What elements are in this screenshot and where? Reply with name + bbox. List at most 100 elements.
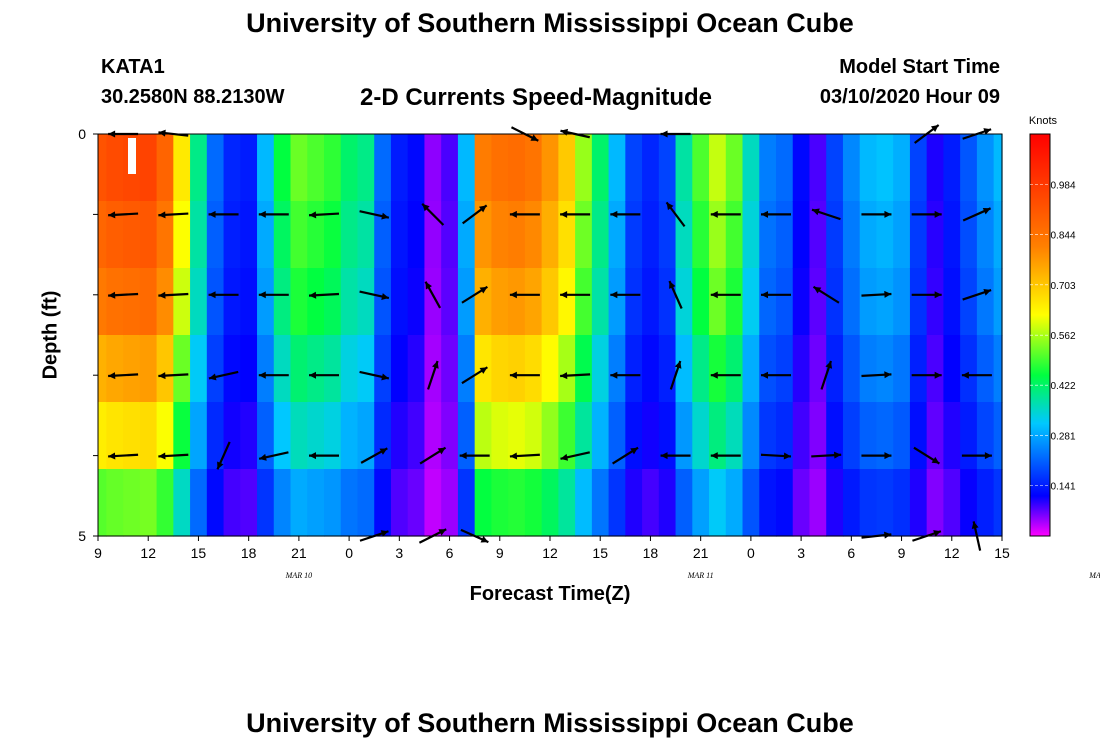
vector-head (610, 291, 618, 299)
heatmap-cell (307, 335, 325, 403)
vector-head (258, 291, 266, 299)
heatmap-cell (893, 268, 911, 336)
x-tick-label: 9 (94, 545, 102, 561)
heatmap-cell (190, 268, 208, 336)
heatmap-cell (826, 268, 844, 336)
heatmap-cell (926, 268, 945, 336)
heatmap-cell (642, 469, 660, 537)
vector-head (158, 129, 166, 137)
vector-head (509, 210, 517, 218)
vector-head (259, 453, 267, 461)
vector-head (158, 291, 166, 299)
vector-head (884, 290, 892, 298)
heatmap-cell (240, 134, 258, 202)
heatmap-cell (524, 402, 543, 470)
vector-head (983, 288, 992, 296)
heatmap-cell (98, 268, 107, 336)
current-vector (665, 201, 686, 228)
heatmap-cell (809, 402, 827, 470)
vector-head (509, 371, 517, 379)
heatmap-cell (541, 335, 559, 403)
current-vector (560, 372, 591, 380)
heatmap-cell (357, 335, 375, 403)
heatmap-cell (173, 268, 191, 336)
heatmap-cell (156, 134, 174, 202)
vector-head (217, 461, 224, 470)
heatmap-cell (876, 402, 894, 470)
current-vector (612, 446, 639, 465)
heatmap-cell (508, 335, 526, 403)
x-tick-label: 6 (446, 545, 454, 561)
current-vector (911, 371, 942, 379)
current-vector (421, 203, 445, 226)
heatmap-cell (290, 469, 308, 537)
heatmap-cell (407, 201, 426, 269)
heatmap-cell (257, 201, 275, 269)
heatmap-cell (474, 402, 493, 470)
heatmap-cell (223, 134, 241, 202)
heatmap-cell (909, 268, 928, 336)
heatmap-cell (407, 268, 426, 336)
heatmap-cell (374, 134, 392, 202)
heatmap-cell (257, 469, 275, 537)
heatmap-cell (625, 134, 643, 202)
heatmap-cell (558, 402, 576, 470)
heatmap-cell (792, 402, 811, 470)
heatmap-cell (541, 201, 559, 269)
heatmap-cell (792, 201, 811, 269)
heatmap-cell (524, 134, 543, 202)
station-id: KATA1 (101, 56, 165, 78)
vector-head (761, 210, 768, 218)
heatmap-cell (776, 402, 794, 470)
heatmap-cell (390, 469, 409, 537)
vector-head (982, 207, 991, 215)
heatmap-cell (842, 402, 861, 470)
heatmap-cell (190, 201, 208, 269)
x-axis-label: Forecast Time(Z) (469, 583, 631, 605)
heatmap-cell (909, 134, 928, 202)
heatmap-cell (106, 402, 124, 470)
vector-head (479, 367, 488, 374)
heatmap-cell (206, 201, 225, 269)
current-vector (710, 210, 741, 218)
y-tick-label: 0 (78, 126, 86, 142)
heatmap-cell (608, 134, 626, 202)
vector-head (258, 210, 266, 218)
heatmap-cell (575, 201, 593, 269)
heatmap-cell (407, 134, 426, 202)
heatmap-cell (976, 201, 995, 269)
x-axis: 9 12 15 18 21 0 3 6 9 12 15 18 21 0 3 6 9 12 15 MAR 10 MAR 1… (94, 536, 1100, 580)
heatmap-cell (223, 268, 241, 336)
heatmap-cell (491, 268, 509, 336)
heatmap-cell (474, 268, 493, 336)
heatmap-cell (424, 335, 442, 403)
y-axis: 05 (78, 126, 98, 544)
x-tick-label: 9 (898, 545, 906, 561)
heatmap-cell (508, 268, 526, 336)
current-vector (208, 370, 239, 381)
heatmap-cell (943, 201, 961, 269)
heatmap-cell (324, 134, 342, 202)
heatmap-cell (826, 201, 844, 269)
heatmap-cell (742, 335, 760, 403)
heatmap-cell (173, 134, 191, 202)
heatmap-cell (558, 335, 576, 403)
current-vector (610, 210, 641, 218)
x-tick-label: 12 (140, 545, 156, 561)
current-vector (216, 441, 231, 470)
heatmap-cell (524, 201, 543, 269)
y-tick-label: 5 (78, 528, 86, 544)
heatmap-cell (976, 402, 995, 470)
current-vector (761, 371, 791, 379)
vector-head (258, 371, 266, 379)
heatmap-cell (307, 469, 325, 537)
current-vector (108, 452, 139, 460)
heatmap-cell (424, 268, 442, 336)
current-vector (359, 370, 390, 381)
heatmap-cell (441, 268, 459, 336)
current-vector (419, 446, 447, 465)
heatmap-cell (390, 402, 409, 470)
vector-head (710, 291, 718, 299)
heatmap-cell (826, 469, 844, 537)
